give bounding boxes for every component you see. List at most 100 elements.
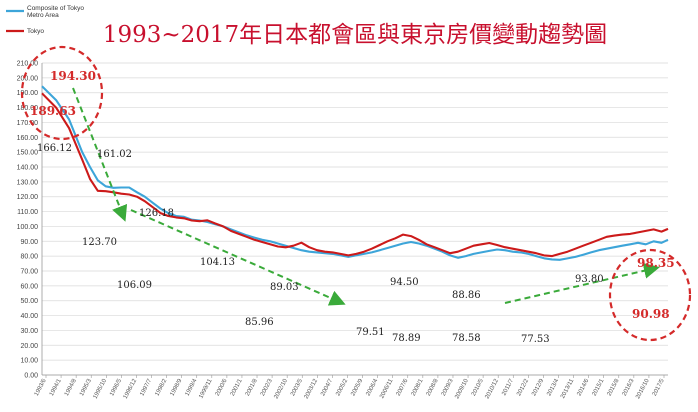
x-tick-label: 2009/10 [454, 378, 470, 401]
value-label-85-96: 85.96 [245, 317, 274, 328]
y-tick-label: 70.00 [20, 269, 38, 276]
x-tick-label: 1994/1 [49, 378, 63, 398]
value-label-77-53: 77.53 [521, 334, 550, 345]
x-tick-label: 1997/7 [139, 378, 153, 398]
highlight-circle-start [20, 45, 104, 141]
value-label-78-89: 78.89 [392, 333, 421, 344]
x-tick-label: 2008/1 [411, 378, 425, 398]
y-tick-label: 150.00 [17, 150, 39, 157]
x-tick-label: 1999/4 [185, 378, 199, 398]
x-tick-label: 2005/2 [335, 378, 349, 398]
value-label-78-58: 78.58 [452, 333, 481, 344]
trend-arrow-1 [72, 87, 128, 222]
value-label-88-86: 88.86 [452, 290, 481, 301]
annotations: 194.30 189.63 166.12 161.02 126.18 123.70 104.… [30, 69, 675, 345]
x-tick-label: 2009/3 [441, 378, 455, 398]
x-tick-label: 2013/4 [546, 378, 560, 398]
x-tick-label: 2017/5 [652, 378, 666, 398]
y-tick-label: 190.00 [17, 90, 39, 97]
y-tick-label: 180.00 [17, 105, 39, 112]
x-tick-label: 2005/9 [350, 378, 364, 398]
x-axis: 1993/6 1994/1 1994/8 1995/3 1995/10 1996/5 199… [34, 375, 666, 400]
y-tick-label: 100.00 [17, 224, 39, 231]
y-tick-label: 120.00 [17, 194, 39, 201]
value-label-94-50: 94.50 [390, 277, 419, 288]
value-label-123-70: 123.70 [82, 237, 117, 248]
x-tick-label: 2008/8 [426, 378, 440, 398]
x-tick-label: 2016/10 [635, 378, 651, 401]
x-tick-label: 2003/12 [304, 378, 320, 401]
x-tick-label: 2001/1 [230, 378, 244, 398]
trend-arrow-3 [504, 262, 660, 304]
series-lines [41, 85, 669, 261]
value-label-189-63: 189.63 [30, 104, 76, 118]
x-tick-label: 2015/8 [607, 378, 621, 398]
value-label-104-13: 104.13 [200, 257, 235, 268]
x-tick-label: 1993/6 [34, 378, 48, 398]
y-tick-label: 80.00 [20, 254, 38, 261]
value-label-90-98: 90.98 [632, 307, 670, 321]
x-tick-label: 1998/2 [154, 378, 168, 398]
x-tick-label: 2003/5 [290, 378, 304, 398]
x-tick-label: 2011/7 [501, 378, 515, 397]
y-tick-label: 140.00 [17, 165, 39, 172]
y-tick-label: 90.00 [20, 239, 38, 246]
value-label-79-51: 79.51 [356, 327, 385, 338]
x-tick-label: 2006/11 [379, 378, 395, 400]
x-tick-label: 1995/3 [79, 378, 93, 398]
x-tick-label: 2002/10 [273, 378, 289, 401]
y-tick-label: 110.00 [17, 209, 38, 216]
x-tick-label: 2010/5 [471, 378, 485, 398]
value-label-194-30: 194.30 [50, 69, 96, 83]
x-tick-label: 2012/9 [531, 378, 545, 398]
chart-title: 1993~2017年日本都會區與東京房價變動趨勢圖 [103, 22, 607, 48]
x-tick-label: 1998/9 [170, 378, 184, 398]
x-tick-label: 2007/6 [396, 378, 410, 398]
trend-arrow-2 [130, 209, 346, 306]
y-tick-label: 160.00 [17, 135, 39, 142]
y-tick-label: 50.00 [20, 298, 38, 305]
x-tick-label: 2014/6 [576, 378, 590, 398]
x-tick-label: 2016/3 [622, 378, 636, 398]
legend-label-tokyo: Tokyo [27, 28, 44, 35]
y-tick-label: 130.00 [17, 179, 39, 186]
value-label-166-12: 166.12 [37, 143, 72, 154]
x-tick-label: 1996/12 [123, 378, 139, 401]
legend-label-composite: Composite of Tokyo Metro Area [27, 5, 86, 19]
x-tick-label: 1994/8 [64, 378, 78, 398]
highlight-circle-end [608, 248, 692, 342]
y-tick-label: 200.00 [17, 75, 39, 82]
x-tick-label: 2010/12 [484, 378, 500, 401]
series-line-tokyo [41, 92, 669, 258]
y-tick-label: 40.00 [20, 313, 38, 320]
series-line-composite [41, 85, 669, 261]
y-tick-label: 20.00 [20, 343, 38, 350]
x-tick-label: 2006/4 [365, 378, 379, 398]
value-label-89-03: 89.03 [270, 282, 299, 293]
value-label-106-09: 106.09 [117, 280, 152, 291]
x-tick-label: 2004/7 [320, 378, 334, 398]
legend-label-composite-line2: Metro Area [27, 12, 59, 19]
x-tick-label: 1996/5 [109, 378, 123, 398]
y-tick-label: 210.00 [17, 61, 39, 68]
x-tick-label: 2015/1 [592, 378, 606, 398]
y-tick-label: 60.00 [20, 283, 38, 290]
y-axis: 0.00 10.00 20.00 30.00 40.00 50.00 60.00 70.00 8… [17, 61, 668, 380]
value-label-126-18: 126.18 [139, 208, 174, 219]
grid-lines [42, 62, 668, 376]
x-tick-label: 2001/8 [245, 378, 259, 398]
x-tick-label: 2012/2 [516, 378, 530, 398]
legend-label-composite-line1: Composite of Tokyo [27, 5, 84, 12]
x-tick-label: 2000/6 [215, 378, 229, 398]
value-label-98-35: 98.35 [637, 256, 675, 270]
trend-arrows [72, 87, 660, 306]
y-tick-label: 170.00 [17, 120, 39, 127]
x-tick-label: 2002/3 [260, 378, 274, 398]
value-label-161-02: 161.02 [97, 149, 132, 160]
y-tick-label: 10.00 [20, 358, 38, 365]
y-tick-label: 30.00 [20, 328, 38, 335]
highlight-circles [20, 45, 692, 342]
x-tick-label: 1999/11 [198, 378, 214, 400]
x-tick-label: 1995/10 [93, 378, 109, 401]
